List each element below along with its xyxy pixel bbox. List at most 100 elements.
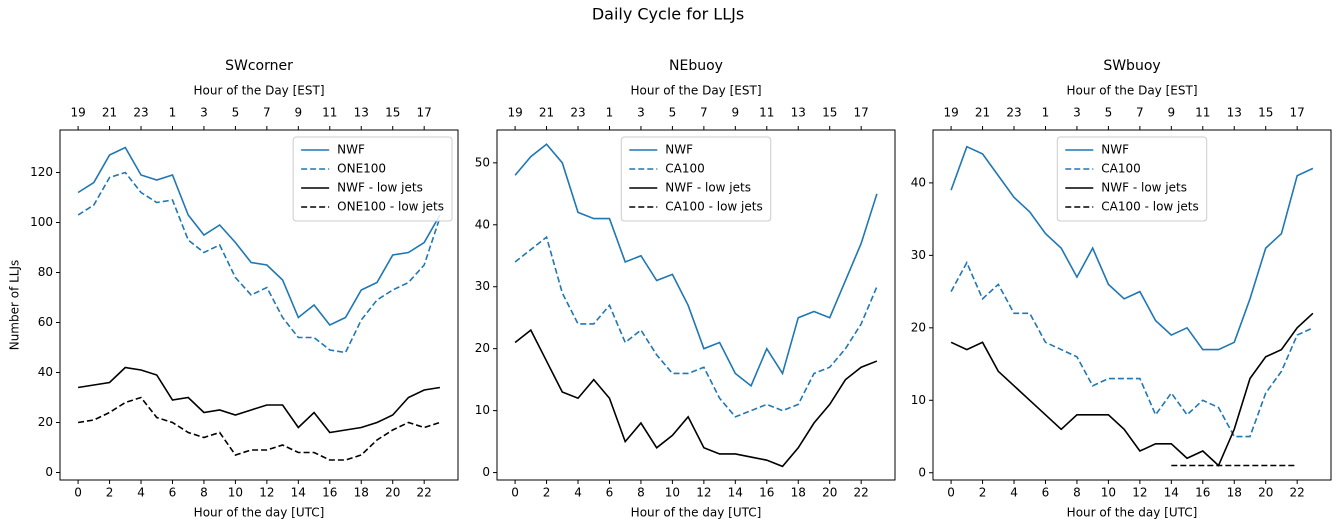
x-tick-label: 6 [169,486,177,500]
x-tick-label: 12 [1132,486,1147,500]
y-tick-label: 20 [475,341,490,355]
x-tick-label: 14 [728,486,743,500]
y-tick-label: 30 [911,248,926,262]
x2-tick-label: 9 [1168,106,1176,120]
x2-tick-label: 13 [354,106,369,120]
figure-title: Daily Cycle for LLJs [592,5,744,24]
x-tick-label: 2 [106,486,114,500]
x-tick-label: 0 [511,486,519,500]
x2-tick-label: 5 [1105,106,1113,120]
x-tick-label: 10 [665,486,680,500]
x-tick-label: 2 [543,486,551,500]
legend-label: CA100 - low jets [1101,200,1198,214]
x2-tick-label: 11 [322,106,337,120]
x-tick-label: 16 [322,486,337,500]
x2-tick-label: 15 [385,106,400,120]
x2-tick-label: 23 [1006,106,1021,120]
axes-frame [932,129,1332,481]
series-line [77,366,441,434]
legend-label: CA100 [665,162,705,176]
x-tick-label: 10 [228,486,243,500]
series-line [77,396,441,461]
x2-tick-label: 13 [791,106,806,120]
x-tick-label: 12 [259,486,274,500]
x2-tick-label: 5 [669,106,677,120]
x-axis-label: Hour of the day [UTC] [1067,506,1198,520]
legend-label: NWF [337,143,365,157]
x-tick-label: 20 [385,486,400,500]
x-tick-label: 0 [947,486,955,500]
x-tick-label: 14 [291,486,306,500]
x2-tick-label: 15 [1258,106,1273,120]
x2-tick-label: 15 [822,106,837,120]
legend-box [292,136,453,222]
x2-tick-label: 13 [1227,106,1242,120]
legend-label: NWF - low jets [1101,181,1187,195]
series-line [514,328,878,468]
y-tick-label: 20 [38,415,53,429]
y-tick-label: 60 [38,315,53,329]
x2-tick-label: 11 [759,106,774,120]
x2-axis-label: Hour of the Day [EST] [1066,84,1197,98]
x-tick-label: 18 [354,486,369,500]
x-tick-label: 22 [1290,486,1305,500]
legend: NWF CA100 NWF - low jets CA100 - low jets [620,136,772,222]
subplot-title: NEbuoy [669,58,723,74]
y-tick-label: 40 [475,217,490,231]
legend: NWF ONE100 NWF - low jets ONE100 - low jets [292,136,453,222]
x2-axis-label: Hour of the Day [EST] [630,84,761,98]
subplot-title: SWbuoy [1103,58,1160,74]
y-axis-label: Number of LLJs [8,260,22,351]
series-line [77,171,441,354]
legend-label: ONE100 [337,162,386,176]
legend-label: NWF - low jets [665,181,751,195]
series-line [77,146,441,326]
y-tick-label: 80 [38,265,53,279]
y-tick-label: 50 [475,155,490,169]
x2-tick-label: 21 [539,106,554,120]
legend-label: NWF - low jets [337,181,423,195]
series-line [514,143,878,388]
x2-tick-label: 1 [169,106,177,120]
legend-label: CA100 [1101,162,1141,176]
x2-tick-label: 3 [200,106,208,120]
series-line [950,312,1314,467]
x-tick-label: 18 [1227,486,1242,500]
series-line [514,235,878,418]
subplot-title: SWcorner [225,58,293,74]
y-tick-label: 30 [475,279,490,293]
x2-axis-label: Hour of the Day [EST] [193,84,324,98]
y-tick-label: 0 [45,465,53,479]
x2-tick-label: 21 [102,106,117,120]
x2-tick-label: 17 [1290,106,1305,120]
legend-box [620,136,772,222]
x-axis-label: Hour of the day [UTC] [194,506,325,520]
x-tick-label: 4 [137,486,145,500]
x2-tick-label: 19 [70,106,85,120]
x2-tick-label: 21 [975,106,990,120]
y-tick-label: 100 [30,215,53,229]
x-tick-label: 6 [1042,486,1050,500]
x-tick-label: 0 [74,486,82,500]
x-tick-label: 4 [574,486,582,500]
x2-tick-label: 9 [295,106,303,120]
x2-tick-label: 3 [1073,106,1081,120]
x-tick-label: 8 [200,486,208,500]
x-tick-label: 8 [1073,486,1081,500]
legend-label: CA100 - low jets [665,200,762,214]
axes-frame [496,129,896,481]
legend-label: ONE100 - low jets [337,200,444,214]
x2-tick-label: 7 [1136,106,1144,120]
x2-tick-label: 1 [1042,106,1050,120]
x-tick-label: 20 [1258,486,1273,500]
x-tick-label: 6 [606,486,614,500]
x2-tick-label: 5 [232,106,240,120]
x-tick-label: 16 [1195,486,1210,500]
x-tick-label: 14 [1164,486,1179,500]
x-tick-label: 22 [417,486,432,500]
x-tick-label: 4 [1010,486,1018,500]
x-tick-label: 16 [759,486,774,500]
y-tick-label: 10 [475,403,490,417]
